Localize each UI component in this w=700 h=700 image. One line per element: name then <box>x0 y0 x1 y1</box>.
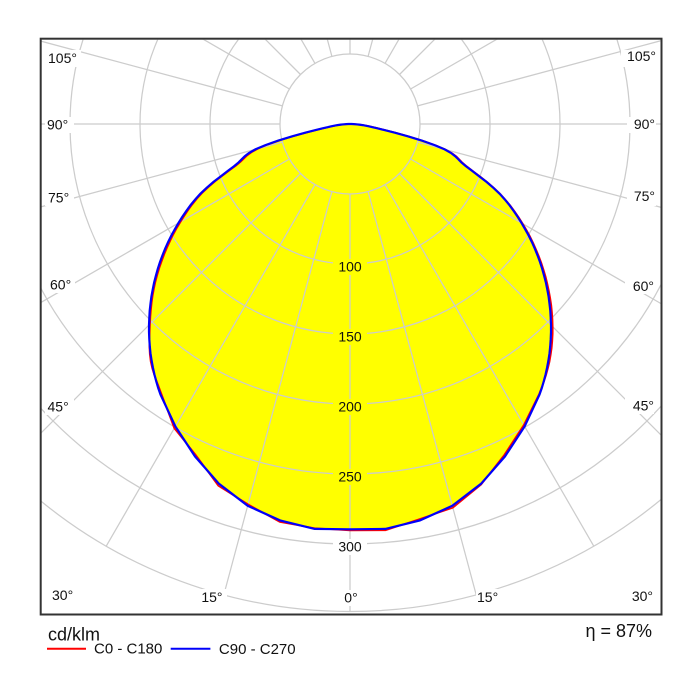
svg-text:15°: 15° <box>477 589 498 605</box>
svg-text:90°: 90° <box>634 116 655 132</box>
svg-text:105°: 105° <box>48 50 77 66</box>
svg-text:100: 100 <box>338 258 362 274</box>
svg-text:45°: 45° <box>633 397 654 413</box>
svg-text:75°: 75° <box>48 190 69 206</box>
svg-text:C90 - C270: C90 - C270 <box>219 641 296 658</box>
svg-text:45°: 45° <box>48 399 69 415</box>
svg-text:η = 87%: η = 87% <box>585 621 652 641</box>
svg-text:15°: 15° <box>201 589 222 605</box>
svg-text:200: 200 <box>338 398 362 414</box>
svg-text:150: 150 <box>338 328 362 344</box>
svg-text:250: 250 <box>338 468 362 484</box>
svg-text:cd/klm: cd/klm <box>48 625 100 645</box>
svg-text:60°: 60° <box>50 277 71 293</box>
svg-text:C0 - C180: C0 - C180 <box>94 641 162 658</box>
svg-text:75°: 75° <box>634 188 655 204</box>
svg-text:30°: 30° <box>632 588 653 604</box>
svg-text:0°: 0° <box>344 590 357 606</box>
svg-text:90°: 90° <box>47 117 68 133</box>
svg-text:60°: 60° <box>633 278 654 294</box>
svg-text:300: 300 <box>338 538 362 554</box>
svg-text:105°: 105° <box>627 48 656 64</box>
svg-text:30°: 30° <box>52 587 73 603</box>
